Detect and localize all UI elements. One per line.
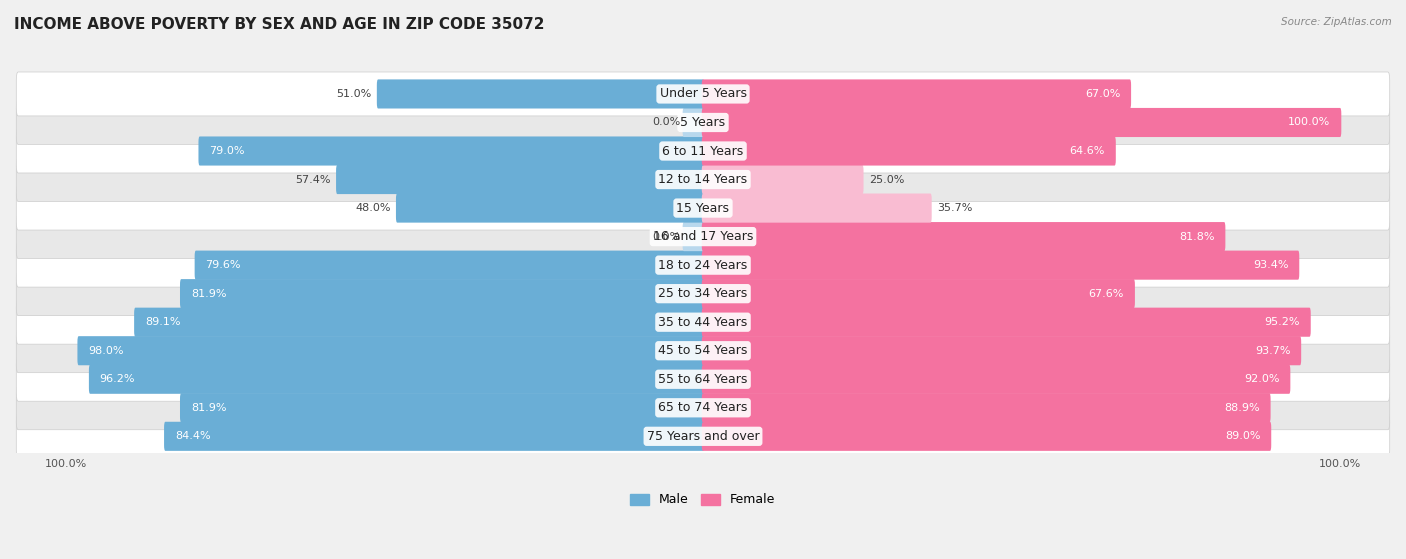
Text: 55 to 64 Years: 55 to 64 Years <box>658 373 748 386</box>
FancyBboxPatch shape <box>702 79 1130 108</box>
FancyBboxPatch shape <box>702 393 1271 423</box>
Text: 93.4%: 93.4% <box>1253 260 1288 270</box>
FancyBboxPatch shape <box>198 136 704 165</box>
FancyBboxPatch shape <box>17 386 1389 430</box>
FancyBboxPatch shape <box>702 421 1271 451</box>
Text: 67.0%: 67.0% <box>1085 89 1121 99</box>
Text: 48.0%: 48.0% <box>356 203 391 213</box>
FancyBboxPatch shape <box>702 250 1299 280</box>
FancyBboxPatch shape <box>336 165 704 194</box>
FancyBboxPatch shape <box>89 364 704 394</box>
Text: 75 Years and over: 75 Years and over <box>647 430 759 443</box>
Text: 79.0%: 79.0% <box>209 146 245 156</box>
FancyBboxPatch shape <box>77 336 704 365</box>
FancyBboxPatch shape <box>377 79 704 108</box>
Text: 79.6%: 79.6% <box>205 260 240 270</box>
FancyBboxPatch shape <box>17 72 1389 116</box>
FancyBboxPatch shape <box>702 364 1291 394</box>
FancyBboxPatch shape <box>683 222 704 251</box>
Text: 84.4%: 84.4% <box>174 432 211 441</box>
FancyBboxPatch shape <box>17 243 1389 287</box>
FancyBboxPatch shape <box>180 279 704 308</box>
FancyBboxPatch shape <box>396 193 704 222</box>
FancyBboxPatch shape <box>17 158 1389 201</box>
Text: 67.6%: 67.6% <box>1088 288 1123 299</box>
FancyBboxPatch shape <box>17 329 1389 373</box>
FancyBboxPatch shape <box>17 300 1389 344</box>
Text: 25.0%: 25.0% <box>869 174 904 184</box>
Text: 65 to 74 Years: 65 to 74 Years <box>658 401 748 414</box>
FancyBboxPatch shape <box>17 186 1389 230</box>
FancyBboxPatch shape <box>702 222 1226 251</box>
Text: 0.0%: 0.0% <box>652 117 681 127</box>
Text: 92.0%: 92.0% <box>1244 375 1279 384</box>
Text: 6 to 11 Years: 6 to 11 Years <box>662 145 744 158</box>
Text: 96.2%: 96.2% <box>100 375 135 384</box>
Text: 35 to 44 Years: 35 to 44 Years <box>658 316 748 329</box>
Text: 64.6%: 64.6% <box>1070 146 1105 156</box>
Text: 95.2%: 95.2% <box>1264 317 1301 327</box>
Text: 0.0%: 0.0% <box>652 231 681 241</box>
FancyBboxPatch shape <box>17 414 1389 458</box>
FancyBboxPatch shape <box>702 336 1301 365</box>
FancyBboxPatch shape <box>17 357 1389 401</box>
FancyBboxPatch shape <box>683 108 704 137</box>
Text: 18 to 24 Years: 18 to 24 Years <box>658 259 748 272</box>
FancyBboxPatch shape <box>702 193 932 222</box>
Legend: Male, Female: Male, Female <box>627 490 779 510</box>
Text: 81.8%: 81.8% <box>1180 231 1215 241</box>
Text: 93.7%: 93.7% <box>1254 345 1291 356</box>
FancyBboxPatch shape <box>17 129 1389 173</box>
FancyBboxPatch shape <box>702 108 1341 137</box>
FancyBboxPatch shape <box>134 307 704 337</box>
Text: 89.1%: 89.1% <box>145 317 180 327</box>
Text: 98.0%: 98.0% <box>89 345 124 356</box>
Text: 5 Years: 5 Years <box>681 116 725 129</box>
Text: 25 to 34 Years: 25 to 34 Years <box>658 287 748 300</box>
FancyBboxPatch shape <box>194 250 704 280</box>
Text: 45 to 54 Years: 45 to 54 Years <box>658 344 748 357</box>
Text: 15 Years: 15 Years <box>676 202 730 215</box>
Text: 12 to 14 Years: 12 to 14 Years <box>658 173 748 186</box>
FancyBboxPatch shape <box>702 136 1116 165</box>
Text: Under 5 Years: Under 5 Years <box>659 87 747 101</box>
Text: INCOME ABOVE POVERTY BY SEX AND AGE IN ZIP CODE 35072: INCOME ABOVE POVERTY BY SEX AND AGE IN Z… <box>14 17 544 32</box>
Text: 89.0%: 89.0% <box>1225 432 1260 441</box>
FancyBboxPatch shape <box>17 215 1389 259</box>
Text: 100.0%: 100.0% <box>1288 117 1330 127</box>
Text: Source: ZipAtlas.com: Source: ZipAtlas.com <box>1281 17 1392 27</box>
FancyBboxPatch shape <box>702 165 863 194</box>
Text: 81.9%: 81.9% <box>191 288 226 299</box>
FancyBboxPatch shape <box>702 279 1135 308</box>
FancyBboxPatch shape <box>180 393 704 423</box>
FancyBboxPatch shape <box>165 421 704 451</box>
FancyBboxPatch shape <box>17 101 1389 144</box>
Text: 81.9%: 81.9% <box>191 403 226 413</box>
Text: 57.4%: 57.4% <box>295 174 330 184</box>
Text: 35.7%: 35.7% <box>936 203 972 213</box>
Text: 88.9%: 88.9% <box>1225 403 1260 413</box>
Text: 51.0%: 51.0% <box>336 89 371 99</box>
Text: 16 and 17 Years: 16 and 17 Years <box>652 230 754 243</box>
FancyBboxPatch shape <box>17 272 1389 316</box>
FancyBboxPatch shape <box>702 307 1310 337</box>
